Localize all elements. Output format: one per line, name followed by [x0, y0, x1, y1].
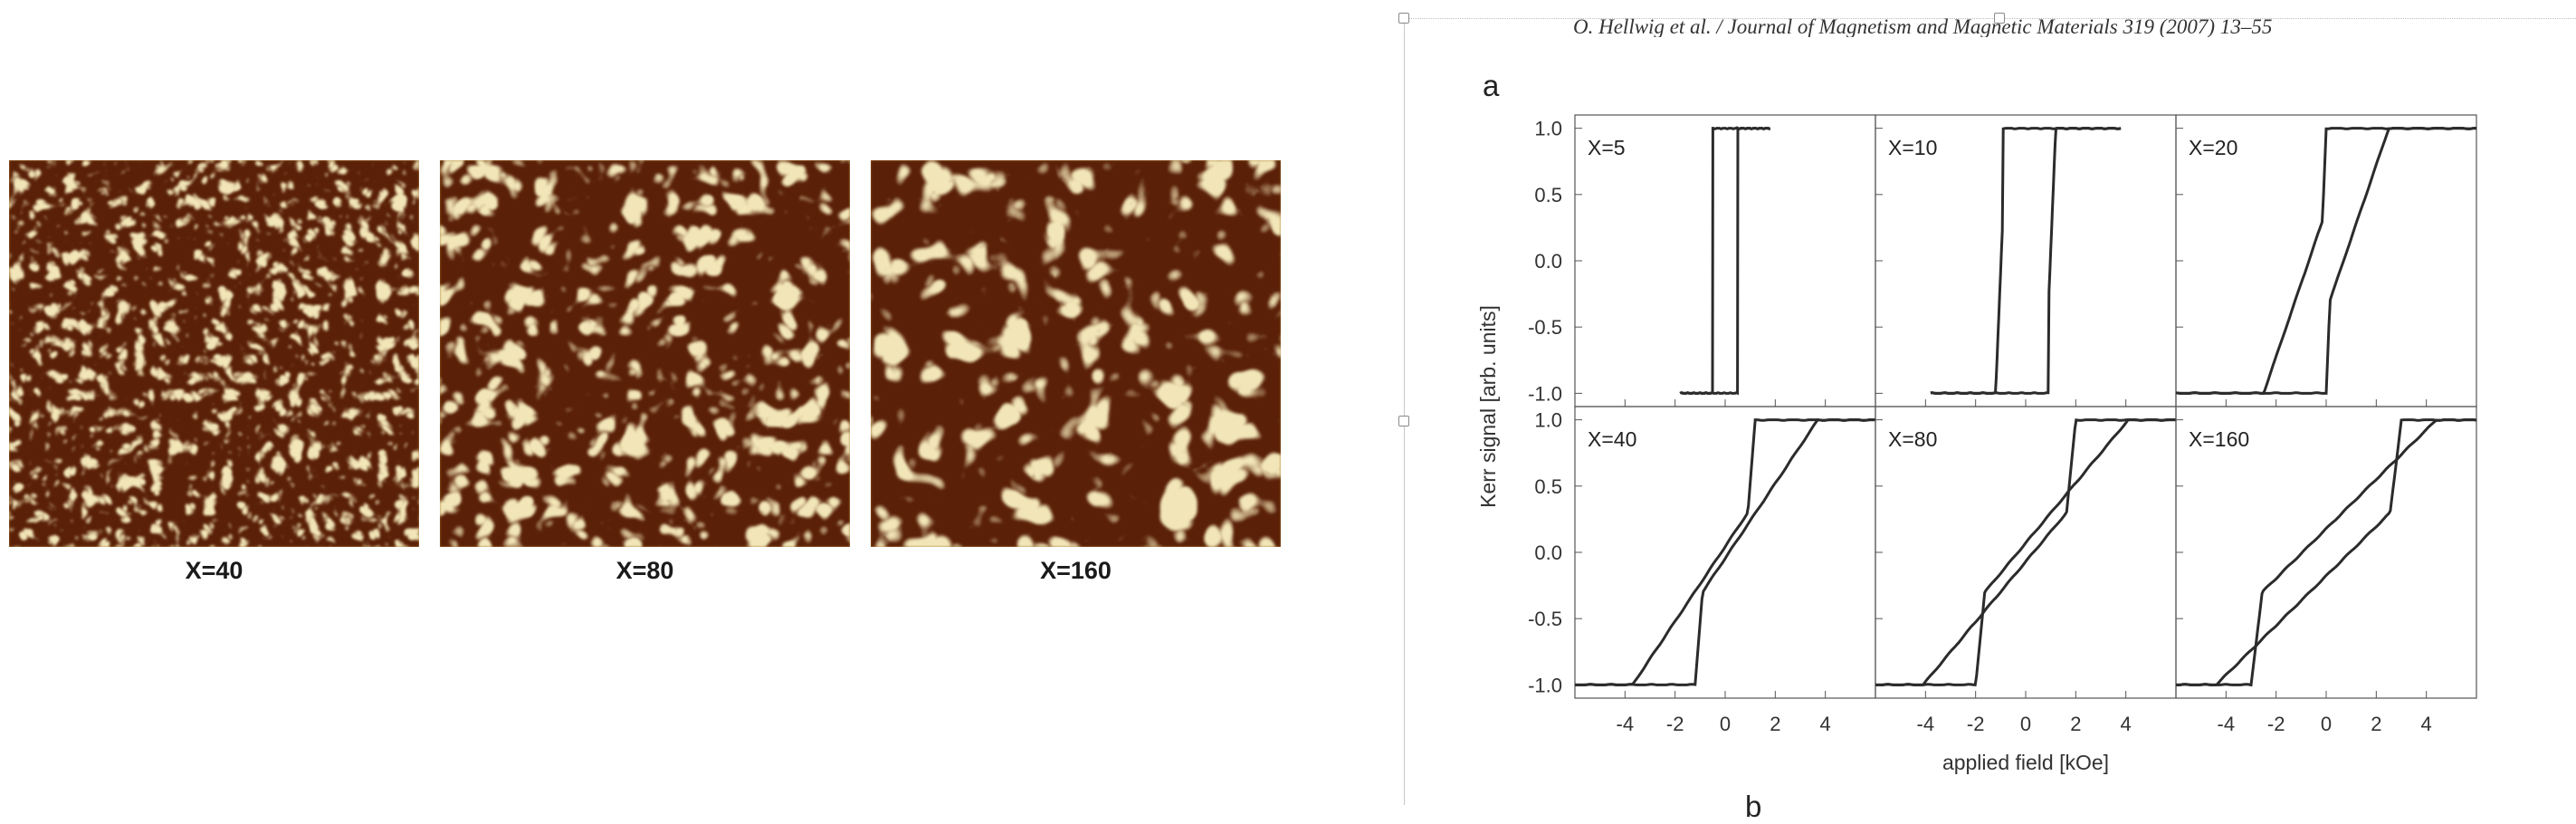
- panel-label: X=80: [1888, 427, 1937, 451]
- panel-label: X=160: [2189, 427, 2249, 451]
- y-tick-label: 0.0: [1534, 541, 1562, 564]
- mfm-caption-x80: X=80: [615, 557, 674, 584]
- selection-handle-top-center[interactable]: [1994, 13, 2005, 24]
- x-tick-label: 4: [1820, 713, 1831, 735]
- mfm-caption-x160: X=160: [1040, 557, 1111, 584]
- descending-branch: [2176, 418, 2477, 686]
- panel-label: X=5: [1588, 136, 1626, 159]
- mfm-texture: [440, 160, 850, 547]
- ascending-branch: [2176, 418, 2477, 687]
- y-tick-label: 1.0: [1534, 409, 1562, 432]
- loop-panel-x160: X=160: [2175, 406, 2477, 699]
- document-edge: [1404, 18, 1405, 805]
- panel-label: X=40: [1588, 427, 1636, 451]
- x-tick-label: 2: [2371, 713, 2381, 735]
- selection-border: [1404, 18, 2576, 19]
- descending-branch: [1930, 127, 2122, 395]
- x-tick-label: -2: [2267, 713, 2285, 735]
- x-tick-label: 0: [1720, 713, 1731, 735]
- y-tick-label: 0.0: [1534, 250, 1562, 273]
- mfm-texture: [9, 160, 419, 547]
- x-tick-label: -4: [1917, 713, 1935, 735]
- mfm-texture: [871, 160, 1281, 547]
- mfm-image-x160: [871, 160, 1281, 547]
- x-tick-label: -4: [2218, 713, 2236, 735]
- selection-handle-top-left[interactable]: [1398, 13, 1409, 24]
- loop-panel-x20: X=20: [2175, 114, 2477, 407]
- x-tick-label: -4: [1617, 713, 1635, 735]
- y-tick-label: 1.0: [1534, 118, 1562, 140]
- loop-panel-x10: X=10: [1875, 114, 2177, 407]
- x-tick-label: 4: [2421, 713, 2432, 735]
- mfm-caption-x40: X=40: [185, 557, 243, 584]
- y-axis-title: Kerr signal [arb. units]: [1476, 305, 1500, 508]
- ascending-branch: [1574, 418, 1875, 686]
- ascending-branch: [1679, 125, 1770, 396]
- ascending-branch: [1875, 418, 2176, 686]
- mfm-image-x40: [9, 160, 419, 547]
- x-tick-label: 4: [2121, 713, 2132, 735]
- descending-branch: [1875, 418, 2176, 686]
- y-tick-label: -1.0: [1528, 674, 1562, 696]
- panel-label: X=20: [2189, 136, 2237, 159]
- loop-panel-x80: X=80: [1875, 406, 2177, 699]
- mfm-image-x80: [440, 160, 850, 547]
- ascending-branch: [2175, 127, 2476, 395]
- x-tick-label: 2: [1770, 713, 1780, 735]
- x-tick-label: -2: [1967, 713, 1985, 735]
- figure-label-a: a: [1483, 69, 1500, 102]
- loop-panel-x5: X=5: [1574, 114, 1876, 407]
- loop-panel-x40: X=40: [1574, 406, 1876, 699]
- selection-handle-mid-left[interactable]: [1398, 416, 1409, 426]
- x-tick-label: 0: [2020, 713, 2031, 735]
- y-tick-label: 0.5: [1534, 184, 1562, 206]
- descending-branch: [2175, 127, 2476, 395]
- y-tick-label: -0.5: [1528, 316, 1562, 339]
- hysteresis-chart: X=5 X=10 X=20 X=40 X=80 X=160 -1.0 -0.5 0.0 0.5 1.…: [1476, 114, 2477, 774]
- hysteresis-loop-figure: X=5 X=10 X=20 X=40 X=80 X=160 -1.0 -0.5 0.0 0.5 1.…: [1448, 91, 2498, 797]
- descending-branch: [1574, 418, 1875, 686]
- ascending-branch: [1930, 127, 2122, 395]
- descending-branch: [1679, 127, 1770, 395]
- x-axis-title: applied field [kOe]: [1942, 751, 2109, 774]
- x-tick-label: 2: [2070, 713, 2081, 735]
- y-tick-label: -0.5: [1528, 608, 1562, 630]
- y-tick-label: 0.5: [1534, 475, 1562, 498]
- panel-label: X=10: [1888, 136, 1937, 159]
- mfm-image-panel: X=40 X=80 X=160: [9, 160, 1281, 584]
- x-tick-label: -2: [1666, 713, 1684, 735]
- running-header: O. Hellwig et al. / Journal of Magnetism…: [1573, 15, 2273, 37]
- y-tick-label: -1.0: [1528, 382, 1562, 405]
- x-tick-label: 0: [2321, 713, 2332, 735]
